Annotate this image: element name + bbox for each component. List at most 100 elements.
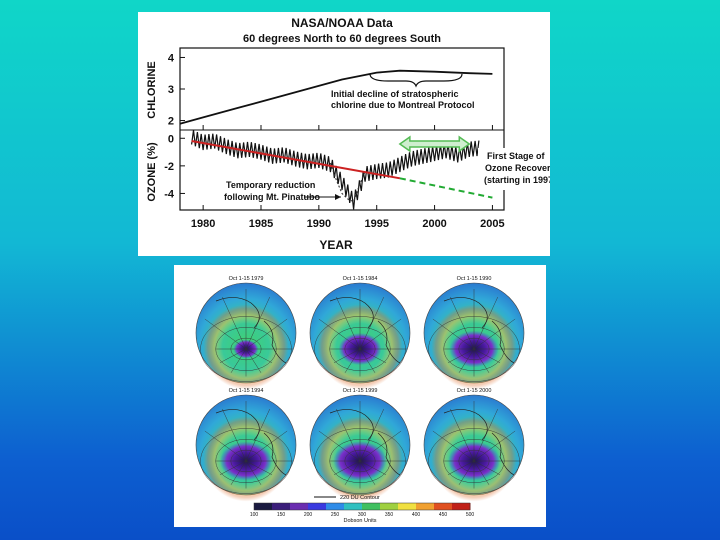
globe-title: Oct 1-15 2000 [457,388,492,394]
montreal-annotation-line-2: chlorine due to Montreal Protocol [331,100,475,110]
longitude-line [473,430,516,462]
continent-outline [263,432,287,476]
longitude-line [473,318,516,350]
montreal-bracket [369,73,463,88]
colorbar-tick-label: 150 [277,512,286,518]
x-ticks: 1980 1985 1990 1995 2000 2005 [191,125,505,230]
colorbar-tick-label: 450 [439,512,448,518]
chart-title: NASA/NOAA Data [291,16,393,30]
chart-svg: NASA/NOAA Data 60 degrees North to 60 de… [146,16,550,252]
continent-outline [443,409,488,441]
colorbar-tick-label: 100 [250,512,259,518]
continent-outline [263,320,287,364]
ozone-globe: Oct 1-15 2000 [423,388,525,502]
longitude-line [318,430,361,462]
colorbar-swatch [326,503,345,510]
longitude-line [359,348,387,363]
chlorine-tick-label: 2 [168,116,174,128]
colorbar-frame [253,502,471,511]
chlorine-line [179,69,493,125]
longitude-line [458,348,475,373]
longitude-line [473,348,490,373]
ozone-projected-trend [399,177,493,199]
longitude-line [359,460,387,475]
longitude-line [336,296,361,350]
plot-frame [179,47,505,211]
colorbar-unit: Dobson Units [343,518,376,524]
longitude-line [447,348,475,363]
continent-outline [377,432,401,476]
colorbar-swatch [272,503,291,510]
longitude-line [359,460,376,485]
longitude-line [222,296,247,350]
colorbar-swatch [290,503,309,510]
pinatubo-arrow-head [335,194,341,200]
longitude-line [432,430,475,462]
x-tick-label: 2000 [422,218,446,230]
colorbar-swatch [398,503,417,510]
x-axis-label: YEAR [319,238,353,252]
montreal-annotation-line-1: Initial decline of stratospheric [331,89,459,99]
longitude-line [344,348,361,373]
continent-outline [491,432,515,476]
colorbar-tick-label: 400 [412,512,421,518]
ozone-tick-label: -2 [164,161,174,173]
globe-title: Oct 1-15 1984 [343,276,378,282]
ozone-chlorine-chart: NASA/NOAA Data 60 degrees North to 60 de… [138,12,550,256]
ozone-observed-line [191,130,480,210]
longitude-line [336,408,361,462]
colorbar-swatch [380,503,399,510]
chlorine-ticks: 2 3 4 [168,52,185,128]
ozone-ticks: 0 -2 -4 [164,133,185,200]
longitude-line [245,348,262,373]
ozone-trend-line [191,140,401,180]
longitude-line [473,460,501,475]
continent-outline [377,320,401,364]
x-tick-label: 1985 [249,218,273,230]
continent-outline [215,297,260,329]
pinatubo-dip-line [329,162,366,203]
colorbar-tick-label: 250 [331,512,340,518]
longitude-line [432,318,475,350]
longitude-line [473,348,501,363]
colorbar-swatch [452,503,471,510]
recovery-annotation-line-2: Ozone Recovery [485,163,550,173]
longitude-line [245,460,262,485]
longitude-line [318,318,361,350]
longitude-line [222,408,247,462]
recovery-arrow-shape [398,135,471,153]
ozone-maps-panel: Oct 1-15 1979 Oct 1-15 1984 Oct 1-15 1990 O… [174,265,546,527]
chlorine-axis-label: CHLORINE [146,61,158,118]
ozone-globe: Oct 1-15 1984 [309,276,411,390]
x-tick-label: 1980 [191,218,215,230]
continent-outline [491,320,515,364]
colorbar-swatch [434,503,453,510]
longitude-line [473,460,490,485]
longitude-line [204,318,247,350]
globe-title: Oct 1-15 1990 [457,276,492,282]
recovery-arrow [398,135,471,153]
chlorine-tick-label: 3 [168,84,174,96]
continent-outline [443,297,488,329]
longitude-line [333,460,361,475]
ozone-globe: Oct 1-15 1990 [423,276,525,390]
chart-subtitle: 60 degrees North to 60 degrees South [243,33,441,45]
longitude-line [458,460,475,485]
pinatubo-annotation-line-2: following Mt. Pinatubo [224,192,320,202]
recovery-annotation-line-3: (starting in 1997) [484,175,550,185]
longitude-line [230,348,247,373]
colorbar-swatch [362,503,381,510]
ozone-tick-label: 0 [168,133,174,145]
longitude-line [230,460,247,485]
continent-outline [329,409,374,441]
longitude-line [344,460,361,485]
ozone-globe: Oct 1-15 1979 [195,276,297,390]
x-tick-label: 1995 [364,218,388,230]
colorbar: 100 150 200 250 300 350 400 450 500 [250,502,475,518]
colorbar-tick-label: 500 [466,512,475,518]
ozone-globe: Oct 1-15 1994 [195,388,297,502]
longitude-line [219,348,247,363]
pinatubo-annotation-line-1: Temporary reduction [226,180,315,190]
colorbar-tick-label: 350 [385,512,394,518]
longitude-line [219,460,247,475]
